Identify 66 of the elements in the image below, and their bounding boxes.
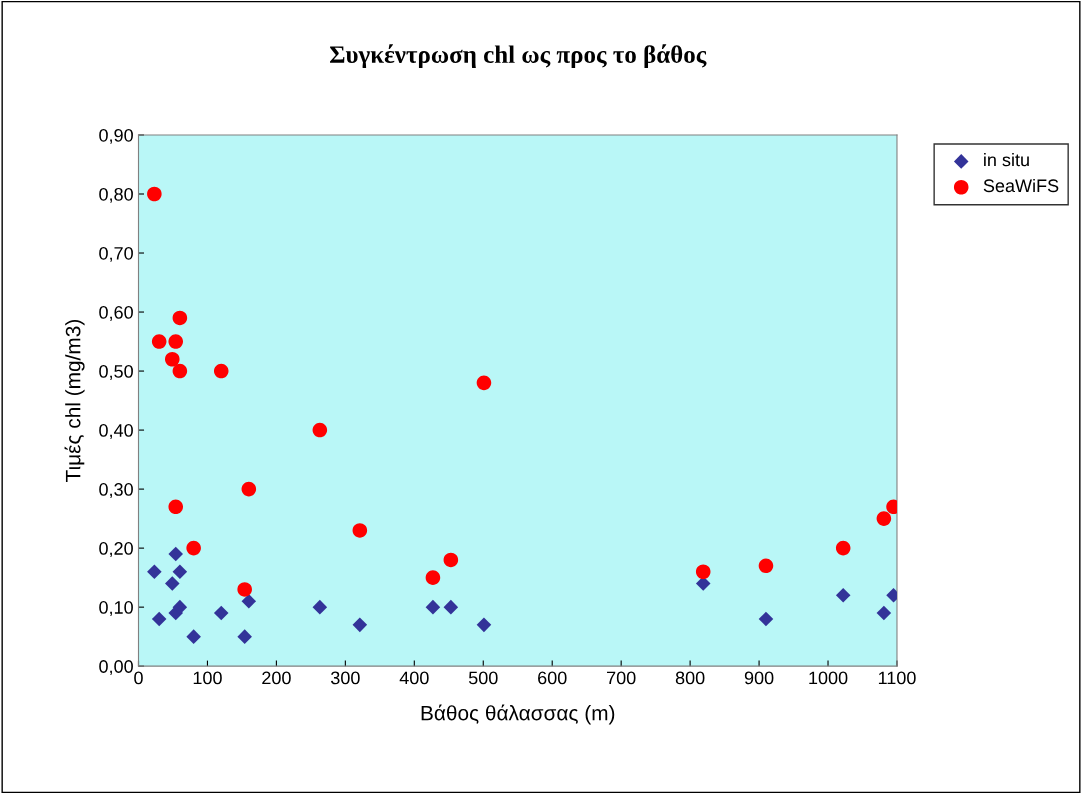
x-tick-label: 400 [399, 671, 429, 685]
point [168, 334, 184, 349]
point [443, 552, 459, 568]
point [241, 593, 257, 609]
x-tick-label: 1000 [809, 671, 848, 685]
point [172, 310, 188, 326]
point [835, 540, 851, 556]
point [213, 363, 229, 379]
y-tick-label: 0,00 [99, 660, 133, 676]
legend-label: in situ [984, 153, 1029, 167]
legend-label: SeaWiFS [983, 178, 1059, 193]
y-tick-label: 0,50 [99, 365, 133, 380]
chart-title: Συγκέντρωση chl ως προς το βάθος [330, 44, 707, 69]
y-tick-label: 0,30 [99, 483, 133, 498]
point [172, 564, 188, 580]
x-tick-label: 600 [538, 671, 567, 685]
x-tick-label: 0 [134, 671, 143, 685]
point [147, 186, 162, 202]
point [172, 599, 188, 615]
point [876, 511, 892, 526]
x-tick-label: 800 [675, 671, 705, 685]
y-tick-label: 0,60 [99, 305, 133, 321]
y-axis-title: Τιμές chl (mg/m3) [64, 320, 85, 482]
point [237, 582, 252, 597]
point [758, 611, 774, 627]
x-tick-label: 200 [262, 671, 291, 685]
y-tick-label: 0,40 [99, 424, 133, 439]
point [151, 611, 167, 627]
y-tick-label: 0,90 [99, 128, 133, 144]
point [312, 422, 328, 438]
y-tick-label: 0,10 [99, 601, 133, 616]
point [168, 499, 184, 515]
point [147, 564, 162, 580]
point [476, 375, 492, 391]
point [443, 599, 459, 615]
point [186, 540, 201, 556]
point [876, 605, 892, 621]
point [237, 629, 252, 644]
point [352, 617, 368, 633]
y-tick-label: 0,80 [99, 187, 133, 203]
x-tick-label: 500 [468, 671, 498, 685]
point [172, 363, 188, 379]
x-tick-label: 300 [330, 671, 360, 685]
point [213, 605, 229, 621]
point [168, 546, 184, 562]
point [241, 481, 257, 497]
point [151, 334, 167, 349]
point [758, 558, 774, 574]
point [186, 629, 201, 644]
point [425, 599, 441, 615]
x-tick-label: 100 [193, 671, 222, 685]
x-tick-label: 1100 [878, 671, 916, 685]
point [312, 599, 328, 615]
point [425, 570, 441, 585]
point [165, 576, 180, 591]
point [352, 523, 368, 538]
point [695, 564, 711, 580]
point [695, 576, 711, 591]
point [835, 588, 851, 603]
x-tick-label: 900 [744, 671, 774, 685]
x-axis-title: Βάθος θάλασσας (m) [421, 704, 615, 725]
point [165, 351, 180, 367]
point [476, 617, 492, 633]
y-tick-label: 0,20 [99, 542, 133, 557]
y-tick-label: 0,70 [99, 246, 133, 262]
x-tick-label: 700 [607, 671, 636, 685]
